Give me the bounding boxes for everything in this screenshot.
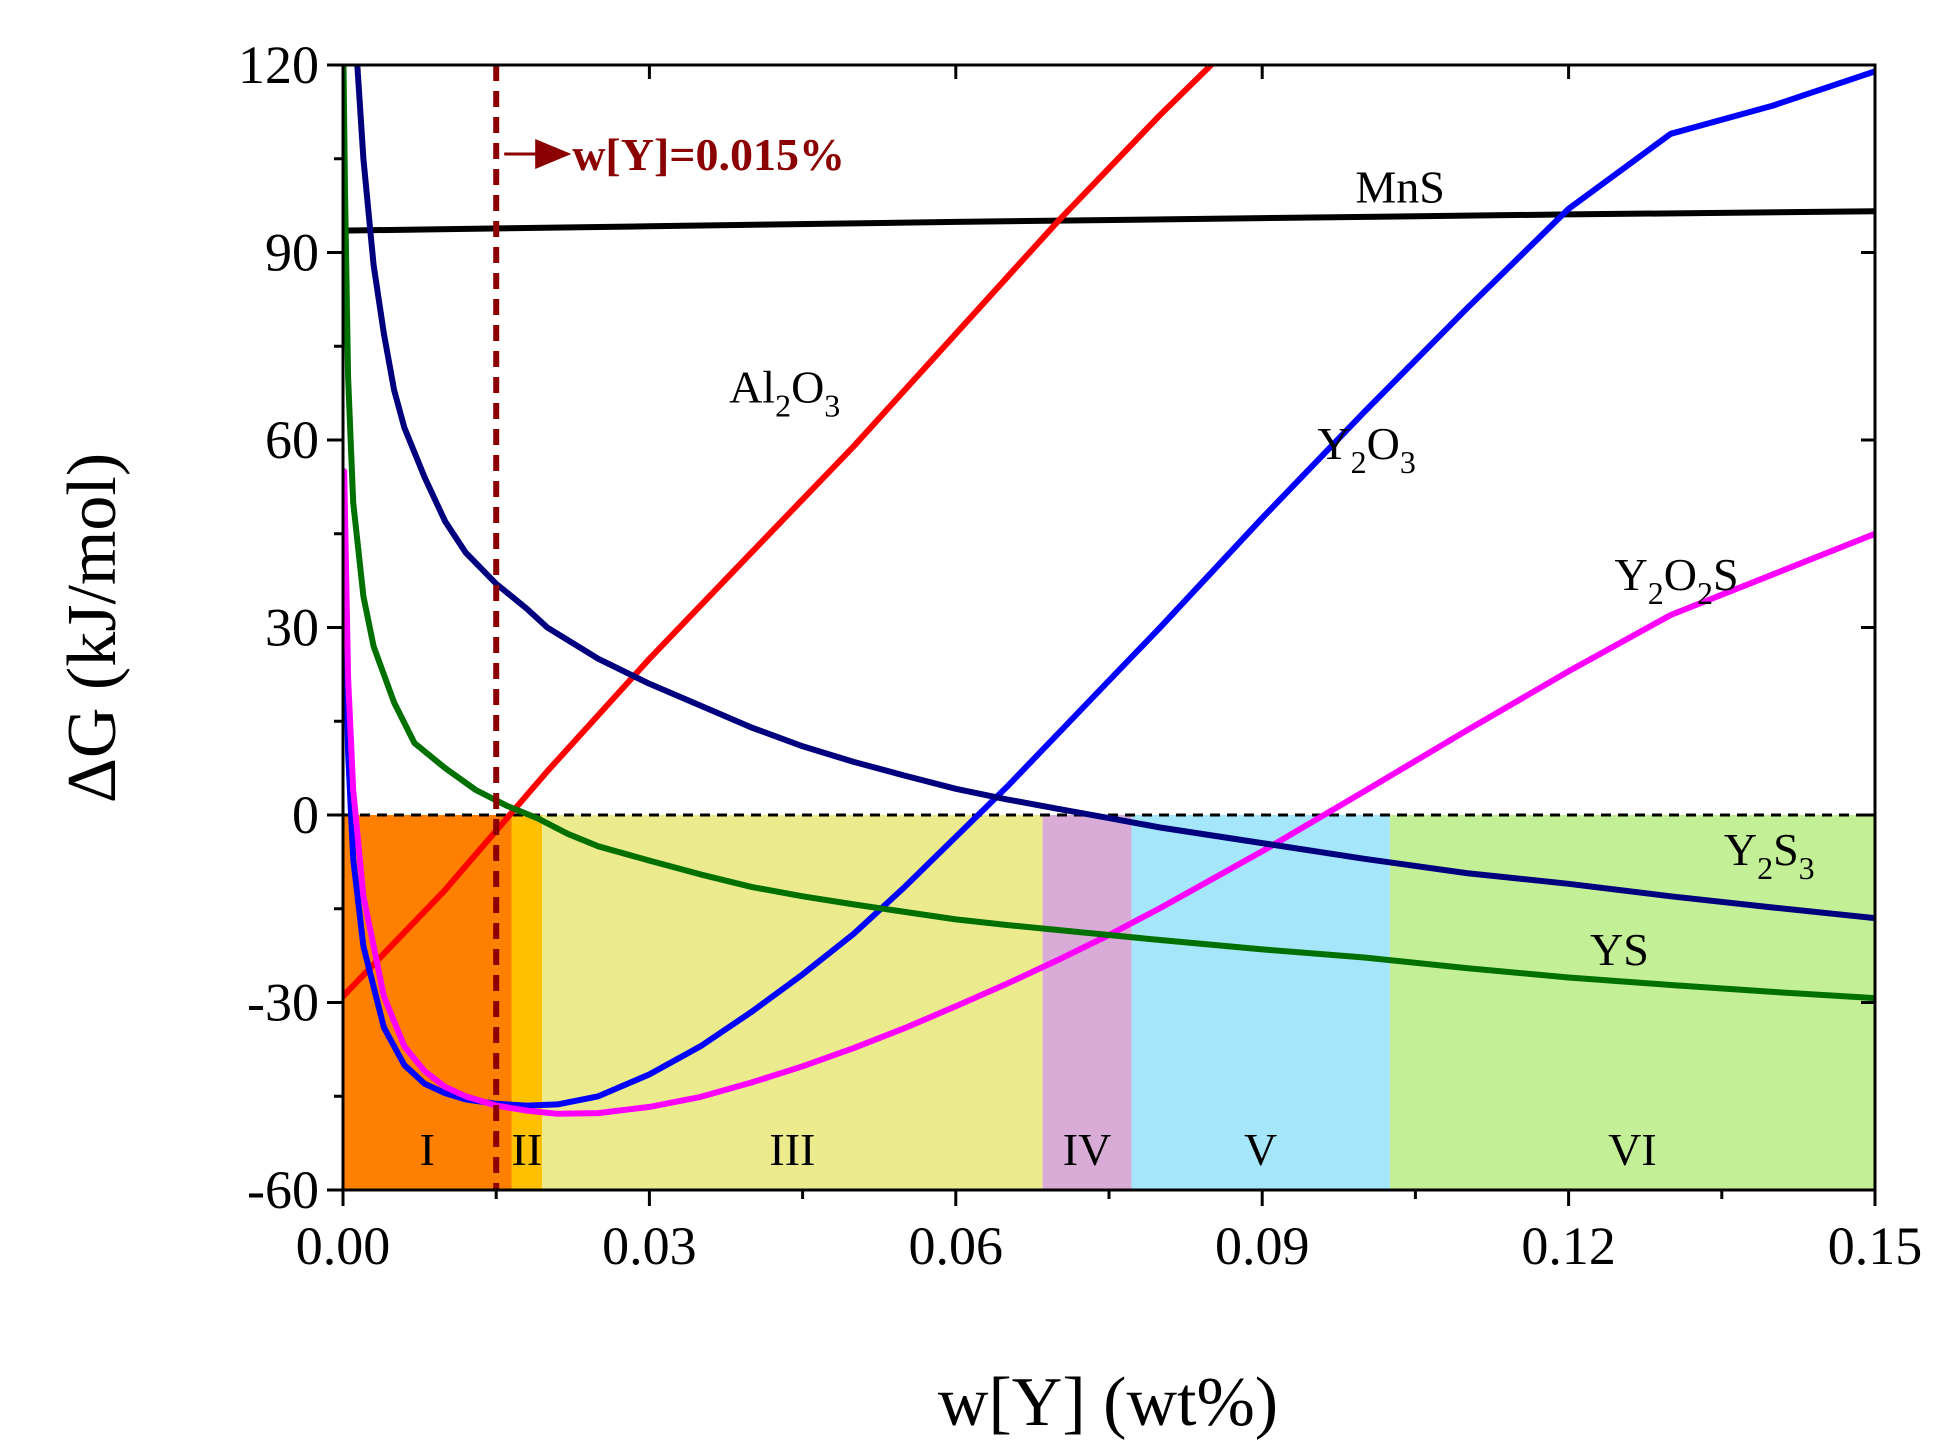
region-label-I: I	[420, 1124, 435, 1175]
y-tick-label: 60	[265, 410, 319, 470]
x-tick-label: 0.00	[296, 1216, 391, 1276]
label-text: YS	[1590, 924, 1649, 975]
series-label-YS: YS	[1590, 924, 1649, 975]
axes: 0.00 0.03 0.06 0.09 0.12 0.15 -60 -30 0 30 60 90 120	[238, 35, 1922, 1276]
y-tick-label: -60	[247, 1160, 319, 1220]
label-text: MnS	[1355, 162, 1444, 213]
region-V	[1131, 815, 1390, 1190]
x-tick-label: 0.06	[909, 1216, 1004, 1276]
region-label-V: V	[1244, 1124, 1277, 1175]
region-I	[343, 815, 512, 1190]
annotation-group: w[Y]=0.015%	[493, 65, 845, 1190]
y-axis-title: ΔG (kJ/mol)	[54, 453, 131, 803]
label-text: S	[1713, 549, 1739, 600]
x-axis-title: w[Y] (wt%)	[938, 1364, 1278, 1441]
subscript: 3	[1799, 850, 1815, 886]
subscript: 2	[1648, 575, 1664, 611]
region-II	[511, 815, 543, 1190]
series-line-Y2O3	[343, 68, 1875, 1109]
region-IV	[1042, 815, 1132, 1190]
regions: I II III IV V VI	[343, 815, 1875, 1190]
region-VI	[1389, 815, 1875, 1190]
subscript: 2	[775, 388, 791, 424]
series-line-Y2S3	[354, 65, 1875, 922]
subscript: 2	[1697, 575, 1713, 611]
annotation-text: w[Y]=0.015%	[572, 129, 845, 180]
y-tick-label: 90	[265, 223, 319, 283]
x-tick-label: 0.12	[1521, 1216, 1616, 1276]
x-tick-label: 0.09	[1215, 1216, 1310, 1276]
label-text: Y	[1317, 418, 1350, 469]
label-text: O	[1367, 418, 1400, 469]
series-label-Al2O3: Al2O3	[729, 362, 840, 424]
label-text: O	[791, 362, 824, 413]
region-label-III: III	[769, 1124, 815, 1175]
region-label-IV: IV	[1063, 1124, 1112, 1175]
x-tick-label: 0.15	[1828, 1216, 1923, 1276]
label-text: Y	[1615, 549, 1648, 600]
series-label-Y2O3: Y2O3	[1317, 418, 1415, 480]
region-label-VI: VI	[1608, 1124, 1657, 1175]
series-line-YS	[343, 65, 1875, 1002]
region-label-II: II	[512, 1124, 543, 1175]
series-label-MnS: MnS	[1355, 162, 1444, 213]
label-text: O	[1664, 549, 1697, 600]
y-tick-label: 0	[292, 785, 319, 845]
label-text: Al	[729, 362, 775, 413]
subscript: 3	[824, 388, 840, 424]
label-text: Y	[1724, 824, 1757, 875]
series-line-Y2O2S	[343, 468, 1875, 1117]
series-label-Y2O2S: Y2O2S	[1615, 549, 1739, 611]
series-label-Y2S3: Y2S3	[1724, 824, 1815, 886]
series-line-MnS	[343, 208, 1875, 234]
label-text: S	[1773, 824, 1799, 875]
x-tick-label: 0.03	[602, 1216, 697, 1276]
y-tick-label: 30	[265, 598, 319, 658]
subscript: 2	[1757, 850, 1773, 886]
y-tick-label: -30	[247, 973, 319, 1033]
y-tick-label: 120	[238, 35, 319, 95]
subscript: 2	[1351, 444, 1367, 480]
subscript: 3	[1400, 444, 1416, 480]
